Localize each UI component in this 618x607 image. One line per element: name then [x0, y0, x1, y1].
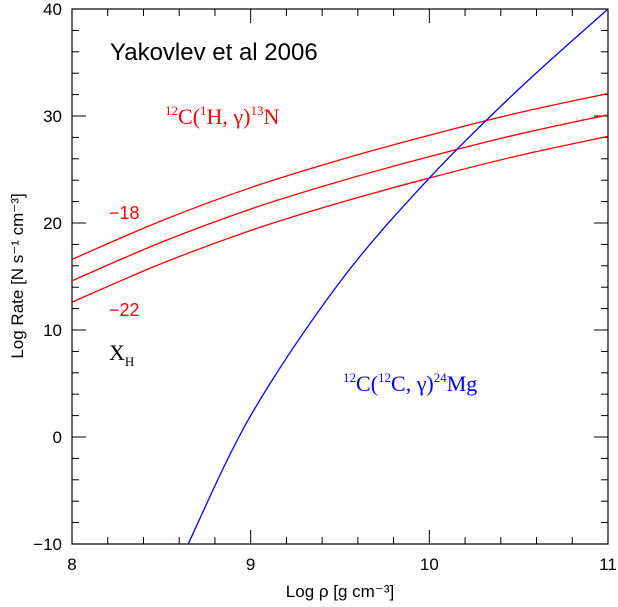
- y-tick-label: 0: [53, 428, 62, 447]
- blue-reaction-post-sup: 24: [434, 370, 448, 385]
- x-tick-label: 11: [599, 555, 617, 574]
- tick-label-group: 8 9 10 11 −10 0 10 20 30 40: [33, 0, 617, 574]
- series-line-2: [71, 114, 609, 282]
- top-curve-label: −18: [109, 203, 140, 223]
- x-tick-label: 10: [420, 555, 439, 574]
- series-line-1: [71, 92, 609, 260]
- series-line-3: [71, 135, 609, 303]
- y-tick-label: 30: [43, 107, 62, 126]
- blue-reaction-post: Mg: [447, 371, 478, 396]
- red-reaction-base: C: [178, 104, 193, 129]
- bottom-curve-label: −22: [109, 300, 140, 320]
- y-tick-label: −10: [33, 535, 62, 554]
- xh-label: XH: [109, 340, 134, 369]
- y-tick-label: 40: [43, 0, 62, 19]
- red-reaction-post-sup: 13: [250, 103, 263, 118]
- tick-group: [71, 8, 609, 545]
- xh-main: X: [109, 340, 125, 365]
- plot-frame: [71, 8, 609, 545]
- series-line-4: [187, 8, 609, 545]
- y-tick-label: 10: [43, 321, 62, 340]
- red-reaction-post: N: [263, 104, 279, 129]
- red-reaction-label: 12C(1H, γ)13N: [165, 103, 279, 129]
- red-reaction-pre-sup: 12: [165, 103, 178, 118]
- chart-title: Yakovlev et al 2006: [110, 39, 318, 66]
- y-tick-label: 20: [43, 214, 62, 233]
- x-axis-label: Log ρ [g cm⁻³]: [286, 582, 394, 601]
- blue-reaction-inner-sup: 12: [378, 370, 391, 385]
- blue-reaction-pre-sup: 12: [343, 370, 356, 385]
- y-axis-label: Log Rate [N s⁻¹ cm⁻³]: [8, 193, 27, 358]
- x-tick-label: 9: [246, 555, 255, 574]
- red-reaction-inner: H, γ): [207, 104, 251, 129]
- xh-sub: H: [125, 354, 134, 369]
- blue-reaction-open: (: [371, 371, 378, 396]
- red-reaction-open: (: [193, 104, 200, 129]
- red-reaction-inner-sup: 1: [200, 103, 207, 118]
- x-tick-label: 8: [67, 555, 76, 574]
- blue-reaction-base: C: [356, 371, 371, 396]
- blue-reaction-inner: C, γ): [391, 371, 434, 396]
- series-group: [71, 8, 609, 545]
- blue-reaction-label: 12C(12C, γ)24Mg: [343, 370, 477, 396]
